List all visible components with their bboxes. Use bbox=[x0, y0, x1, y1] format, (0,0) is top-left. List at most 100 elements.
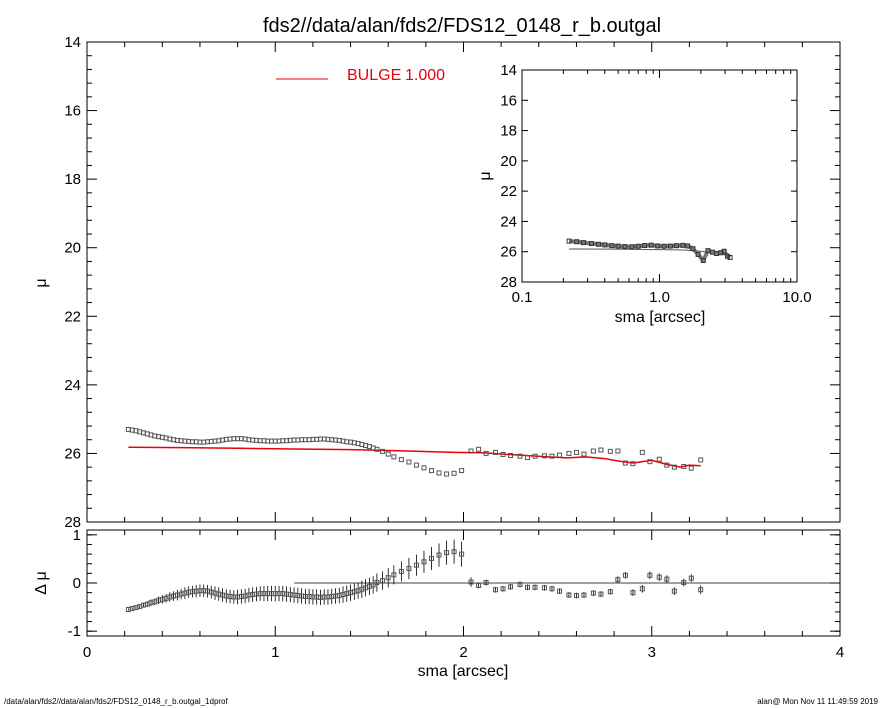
main-data-point bbox=[647, 459, 653, 465]
main-data-point bbox=[476, 446, 482, 452]
residual-data-point bbox=[566, 592, 572, 598]
inset-data-point bbox=[695, 251, 701, 257]
legend-value: 1.000 bbox=[405, 67, 445, 84]
main-data-point bbox=[622, 460, 628, 466]
residual-data-point bbox=[541, 585, 547, 591]
residual-x-tick-label: 1 bbox=[271, 644, 279, 661]
main-y-tick-label: 28 bbox=[64, 514, 81, 531]
inset-data-point bbox=[635, 243, 641, 249]
residual-data-point bbox=[483, 580, 489, 586]
residual-x-ticks: 0 1 2 3 4 bbox=[83, 530, 844, 661]
residual-data-point bbox=[688, 575, 694, 581]
main-x-ticks bbox=[86, 42, 841, 522]
inset-x-tick-label: 10.0 bbox=[782, 289, 811, 306]
main-data-point bbox=[664, 462, 670, 468]
residual-y-tick-label: -1 bbox=[68, 623, 81, 640]
inset-y-tick-label: 18 bbox=[500, 123, 517, 140]
residual-data-point bbox=[468, 579, 474, 585]
residual-y-tick-label: 0 bbox=[73, 575, 81, 592]
inset-y-tick-label: 16 bbox=[500, 92, 517, 109]
residual-data-point bbox=[493, 587, 499, 593]
residual-data-point bbox=[525, 584, 531, 590]
main-y-ticks: 14 16 18 20 22 24 26 28 bbox=[64, 34, 840, 531]
residual-data-points bbox=[125, 539, 704, 612]
inset-y-tick-label: 28 bbox=[500, 274, 517, 291]
residual-y-ticks: 1 0 -1 bbox=[68, 527, 840, 640]
residual-data-point bbox=[598, 591, 604, 597]
inset-x-tick-label: 0.1 bbox=[512, 289, 533, 306]
main-data-point bbox=[598, 447, 604, 453]
residual-data-point bbox=[500, 586, 506, 592]
main-data-point bbox=[639, 449, 645, 455]
residual-data-point bbox=[413, 562, 419, 568]
footer-timestamp: alan@ Mon Nov 11 11:49:59 2019 bbox=[757, 697, 878, 706]
residual-data-point bbox=[421, 559, 427, 565]
inset-data-point bbox=[615, 243, 621, 249]
residual-x-tick-label: 3 bbox=[648, 644, 656, 661]
inset-data-point bbox=[609, 243, 615, 249]
residual-x-tick-label: 4 bbox=[836, 644, 844, 661]
residual-data-point bbox=[391, 572, 397, 578]
main-data-point bbox=[688, 465, 694, 471]
main-data-point bbox=[421, 465, 427, 471]
main-data-point bbox=[380, 448, 386, 454]
inset-data-point bbox=[680, 242, 686, 248]
main-data-point bbox=[615, 448, 621, 454]
inset-y-ticks: 14 16 18 20 22 24 26 28 bbox=[500, 62, 797, 291]
inset-x-tick-label: 1.0 bbox=[649, 289, 670, 306]
inset-y-axis-label: μ bbox=[477, 171, 494, 180]
inset-data-point bbox=[642, 243, 648, 249]
main-data-point bbox=[406, 459, 412, 465]
inset-data-point bbox=[661, 243, 667, 249]
inset-plot-frame bbox=[521, 69, 798, 283]
main-data-point bbox=[436, 470, 442, 476]
inset-data-point bbox=[602, 242, 608, 248]
residual-x-axis-label: sma [arcsec] bbox=[418, 663, 509, 680]
inset-data-point bbox=[705, 248, 711, 254]
residual-y-tick-label: 1 bbox=[73, 527, 81, 544]
residual-data-point bbox=[664, 576, 670, 582]
main-data-point bbox=[590, 448, 596, 454]
inset-data-point bbox=[667, 243, 673, 249]
inset-data-point bbox=[566, 238, 572, 244]
main-y-axis-label: μ bbox=[33, 278, 50, 287]
main-y-tick-label: 26 bbox=[64, 445, 81, 462]
residual-data-point bbox=[615, 577, 621, 583]
residual-data-point bbox=[428, 555, 434, 561]
residual-data-point bbox=[374, 580, 380, 586]
inset-data-point bbox=[727, 254, 733, 260]
inset-data-point bbox=[674, 243, 680, 249]
main-data-point bbox=[413, 462, 419, 468]
residual-data-point bbox=[607, 589, 613, 595]
residual-data-point bbox=[532, 584, 538, 590]
main-data-point bbox=[385, 451, 391, 457]
main-data-point bbox=[459, 468, 465, 474]
residual-data-point bbox=[671, 588, 677, 594]
legend-label: BULGE bbox=[347, 67, 401, 84]
residual-data-point bbox=[476, 582, 482, 588]
inset-data-point bbox=[648, 242, 654, 248]
main-data-point bbox=[500, 451, 506, 457]
residual-data-point bbox=[517, 581, 523, 587]
inset-data-point bbox=[690, 246, 696, 252]
residual-data-point bbox=[647, 572, 653, 578]
inset-x-axis-label: sma [arcsec] bbox=[615, 309, 706, 326]
inset-y-tick-label: 20 bbox=[500, 153, 517, 170]
main-data-point bbox=[444, 471, 450, 477]
main-data-point bbox=[428, 468, 434, 474]
residual-data-point bbox=[681, 580, 687, 586]
inset-x-ticks: 0.1 1.0 10.0 bbox=[512, 70, 812, 306]
main-data-point bbox=[493, 449, 499, 455]
residual-data-point bbox=[385, 575, 391, 581]
inset-data-points bbox=[566, 238, 733, 263]
footer-file-path: /data/alan/fds2//data/alan/fds2/FDS12_01… bbox=[4, 697, 229, 706]
main-data-point bbox=[607, 448, 613, 454]
inset-data-point bbox=[700, 257, 706, 263]
residual-data-point bbox=[573, 593, 579, 599]
residual-data-point bbox=[406, 566, 412, 572]
residual-data-point bbox=[656, 574, 662, 580]
residual-y-axis-label: Δ μ bbox=[33, 571, 50, 594]
inset-data-point bbox=[595, 241, 601, 247]
main-y-tick-label: 18 bbox=[64, 171, 81, 188]
